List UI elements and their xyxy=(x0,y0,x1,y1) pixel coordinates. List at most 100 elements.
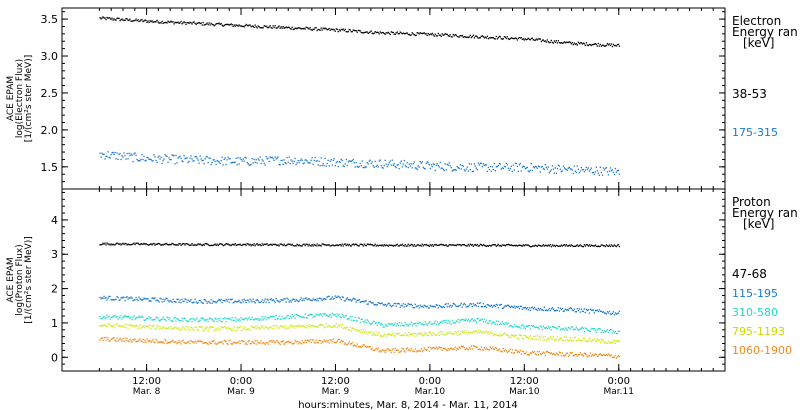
data-point xyxy=(296,340,298,343)
data-point xyxy=(593,173,595,175)
data-point xyxy=(490,348,492,350)
data-point xyxy=(132,317,134,319)
data-point xyxy=(589,352,591,354)
data-point xyxy=(159,297,161,299)
data-point xyxy=(614,167,617,170)
data-point xyxy=(513,305,515,307)
data-point xyxy=(530,325,532,327)
data-point xyxy=(126,316,128,318)
data-point xyxy=(388,303,390,305)
data-point xyxy=(575,171,577,174)
data-point xyxy=(567,41,569,44)
data-point xyxy=(295,245,297,247)
data-point xyxy=(456,305,458,308)
data-point xyxy=(403,245,405,247)
data-point xyxy=(438,346,440,348)
data-point xyxy=(438,34,440,36)
data-point xyxy=(283,27,285,29)
data-point xyxy=(269,156,271,158)
data-point xyxy=(424,348,426,351)
data-point xyxy=(348,243,350,246)
data-point xyxy=(294,325,296,327)
data-point xyxy=(306,26,308,29)
data-point xyxy=(353,244,355,246)
data-point xyxy=(609,342,612,344)
data-point xyxy=(269,316,271,318)
data-point xyxy=(256,162,258,164)
data-point xyxy=(313,28,315,30)
data-point xyxy=(497,165,499,167)
data-point xyxy=(197,340,199,343)
data-point xyxy=(142,338,144,341)
data-point xyxy=(573,245,575,247)
data-point xyxy=(361,345,363,347)
data-point xyxy=(594,353,596,355)
data-point xyxy=(156,340,158,342)
data-point xyxy=(139,160,141,162)
data-point xyxy=(422,324,424,326)
data-point xyxy=(416,32,418,34)
data-point xyxy=(301,245,303,247)
data-point xyxy=(459,333,461,335)
data-point xyxy=(148,315,150,318)
data-point xyxy=(607,340,610,342)
data-point xyxy=(195,342,197,344)
data-point xyxy=(238,299,240,302)
data-point xyxy=(579,311,581,313)
data-point xyxy=(525,244,527,246)
data-point xyxy=(481,245,483,247)
data-point xyxy=(136,316,138,318)
data-point xyxy=(261,299,263,301)
data-point xyxy=(600,45,602,47)
data-point xyxy=(125,243,127,245)
data-point xyxy=(343,316,345,318)
data-point xyxy=(416,168,418,171)
data-point xyxy=(158,328,160,330)
data-point xyxy=(101,297,103,299)
data-point xyxy=(504,36,506,38)
data-point xyxy=(488,320,490,322)
data-point xyxy=(432,245,434,247)
data-point xyxy=(336,296,338,298)
data-point xyxy=(524,335,526,337)
data-point xyxy=(109,295,111,297)
data-point xyxy=(592,309,594,311)
data-point xyxy=(567,167,569,169)
data-point xyxy=(342,28,344,30)
data-point xyxy=(298,27,300,29)
data-point xyxy=(198,326,200,328)
data-point xyxy=(188,320,190,323)
data-point xyxy=(244,343,246,345)
data-point xyxy=(228,24,230,26)
data-point xyxy=(333,245,335,247)
data-point xyxy=(596,245,598,248)
data-point xyxy=(476,346,478,348)
data-point xyxy=(203,342,205,344)
data-point xyxy=(349,299,351,301)
data-point xyxy=(179,299,181,301)
data-point xyxy=(318,339,320,342)
data-point xyxy=(206,326,208,328)
data-point xyxy=(266,158,268,160)
data-point xyxy=(251,316,253,318)
data-point xyxy=(321,243,323,245)
data-point xyxy=(157,300,159,302)
data-point xyxy=(359,345,361,347)
x-tick-label-time: 0:00 xyxy=(230,376,252,387)
data-point xyxy=(103,295,105,297)
data-point xyxy=(432,347,434,349)
data-point xyxy=(132,339,134,341)
data-point xyxy=(444,33,446,35)
data-point xyxy=(434,33,436,35)
data-point xyxy=(384,351,386,353)
data-point xyxy=(393,244,395,247)
data-point xyxy=(259,328,261,330)
data-point xyxy=(187,299,189,301)
legend-title-line: Electron xyxy=(732,14,781,28)
data-point xyxy=(454,322,456,324)
data-point xyxy=(237,342,239,344)
data-point xyxy=(280,318,282,320)
data-point xyxy=(295,341,297,343)
data-point xyxy=(307,162,309,164)
data-point xyxy=(572,172,574,175)
